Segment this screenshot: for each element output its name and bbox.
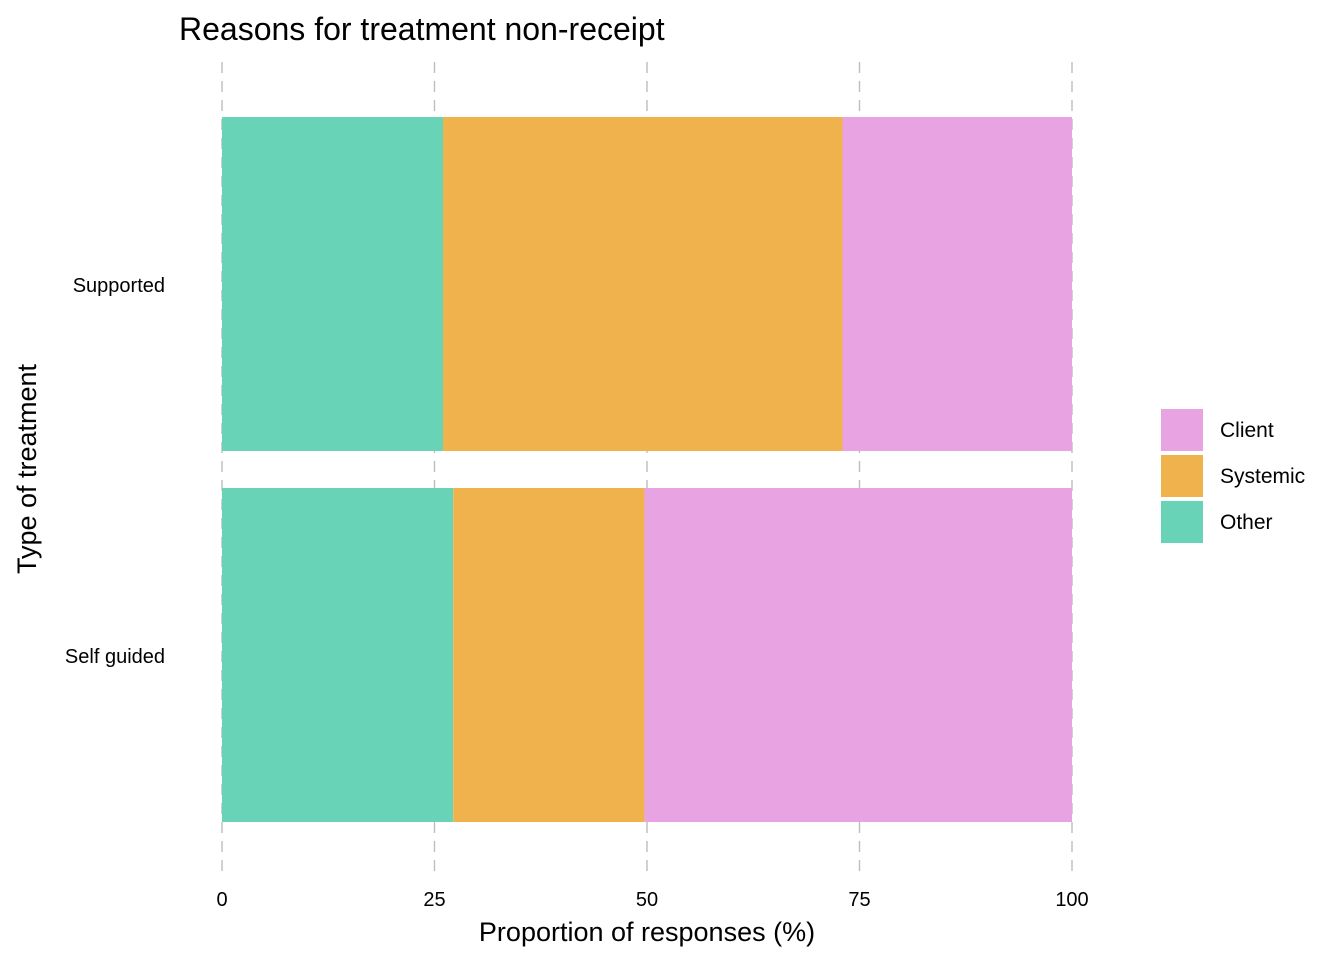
x-tick-label: 25 xyxy=(423,889,445,911)
bar-segment-other xyxy=(222,117,443,451)
legend-key-other xyxy=(1159,499,1205,545)
chart-title: Reasons for treatment non-receipt xyxy=(179,11,665,47)
x-tick-label: 100 xyxy=(1055,889,1088,911)
legend-label-systemic: Systemic xyxy=(1220,465,1305,488)
legend-key-client xyxy=(1159,407,1205,453)
bar-segment-systemic xyxy=(443,117,843,451)
y-tick-label: Supported xyxy=(73,275,165,297)
legend: Client Systemic Other xyxy=(1159,407,1305,545)
x-axis-ticks: 0 25 50 75 100 xyxy=(216,889,1088,911)
x-tick-label: 50 xyxy=(636,889,658,911)
legend-key-systemic xyxy=(1159,453,1205,499)
x-axis-title: Proportion of responses (%) xyxy=(479,917,815,947)
bar-segment-other xyxy=(222,488,454,822)
bar-segment-client xyxy=(842,117,1072,451)
legend-label-client: Client xyxy=(1220,419,1274,442)
y-tick-label: Self guided xyxy=(65,646,165,668)
bars xyxy=(222,117,1072,822)
x-tick-label: 75 xyxy=(848,889,870,911)
y-axis-title: Type of treatment xyxy=(12,363,42,574)
x-tick-label: 0 xyxy=(216,889,227,911)
y-axis-ticks: Supported Self guided xyxy=(65,275,165,668)
bar-segment-client xyxy=(644,488,1072,822)
bar-segment-systemic xyxy=(453,488,645,822)
legend-label-other: Other xyxy=(1220,511,1273,534)
